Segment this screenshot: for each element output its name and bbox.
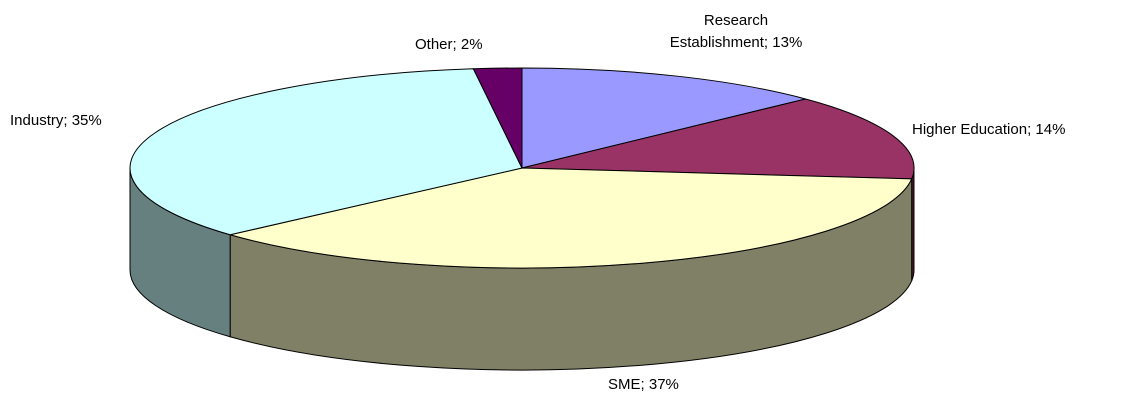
category-name: Industry xyxy=(10,112,64,129)
data-label: Higher Education; 14% xyxy=(912,119,1065,141)
pie-slice xyxy=(230,167,913,269)
category-name: Research Establishment xyxy=(669,12,769,51)
label-separator: ; xyxy=(1027,121,1036,138)
value-label: 13% xyxy=(772,34,803,51)
label-separator: ; xyxy=(452,36,461,53)
value-label: 14% xyxy=(1035,121,1066,138)
label-separator: ; xyxy=(63,112,72,129)
pie-slice xyxy=(521,98,915,180)
data-label: Other; 2% xyxy=(415,34,483,56)
data-label: Research Establishment; 13% xyxy=(661,10,811,54)
label-separator: ; xyxy=(763,34,773,51)
pie-slice xyxy=(129,68,523,236)
category-name: Higher Education xyxy=(912,121,1028,138)
pie-slice xyxy=(521,67,806,169)
data-label: Industry; 35% xyxy=(10,110,102,132)
value-label: 2% xyxy=(460,36,483,53)
category-name: Other xyxy=(415,36,453,53)
label-separator: ; xyxy=(640,376,649,393)
category-name: SME xyxy=(608,376,641,393)
pie-slice xyxy=(472,67,523,169)
value-label: 35% xyxy=(71,112,102,129)
data-label: SME; 37% xyxy=(608,374,679,396)
value-label: 37% xyxy=(648,376,679,393)
